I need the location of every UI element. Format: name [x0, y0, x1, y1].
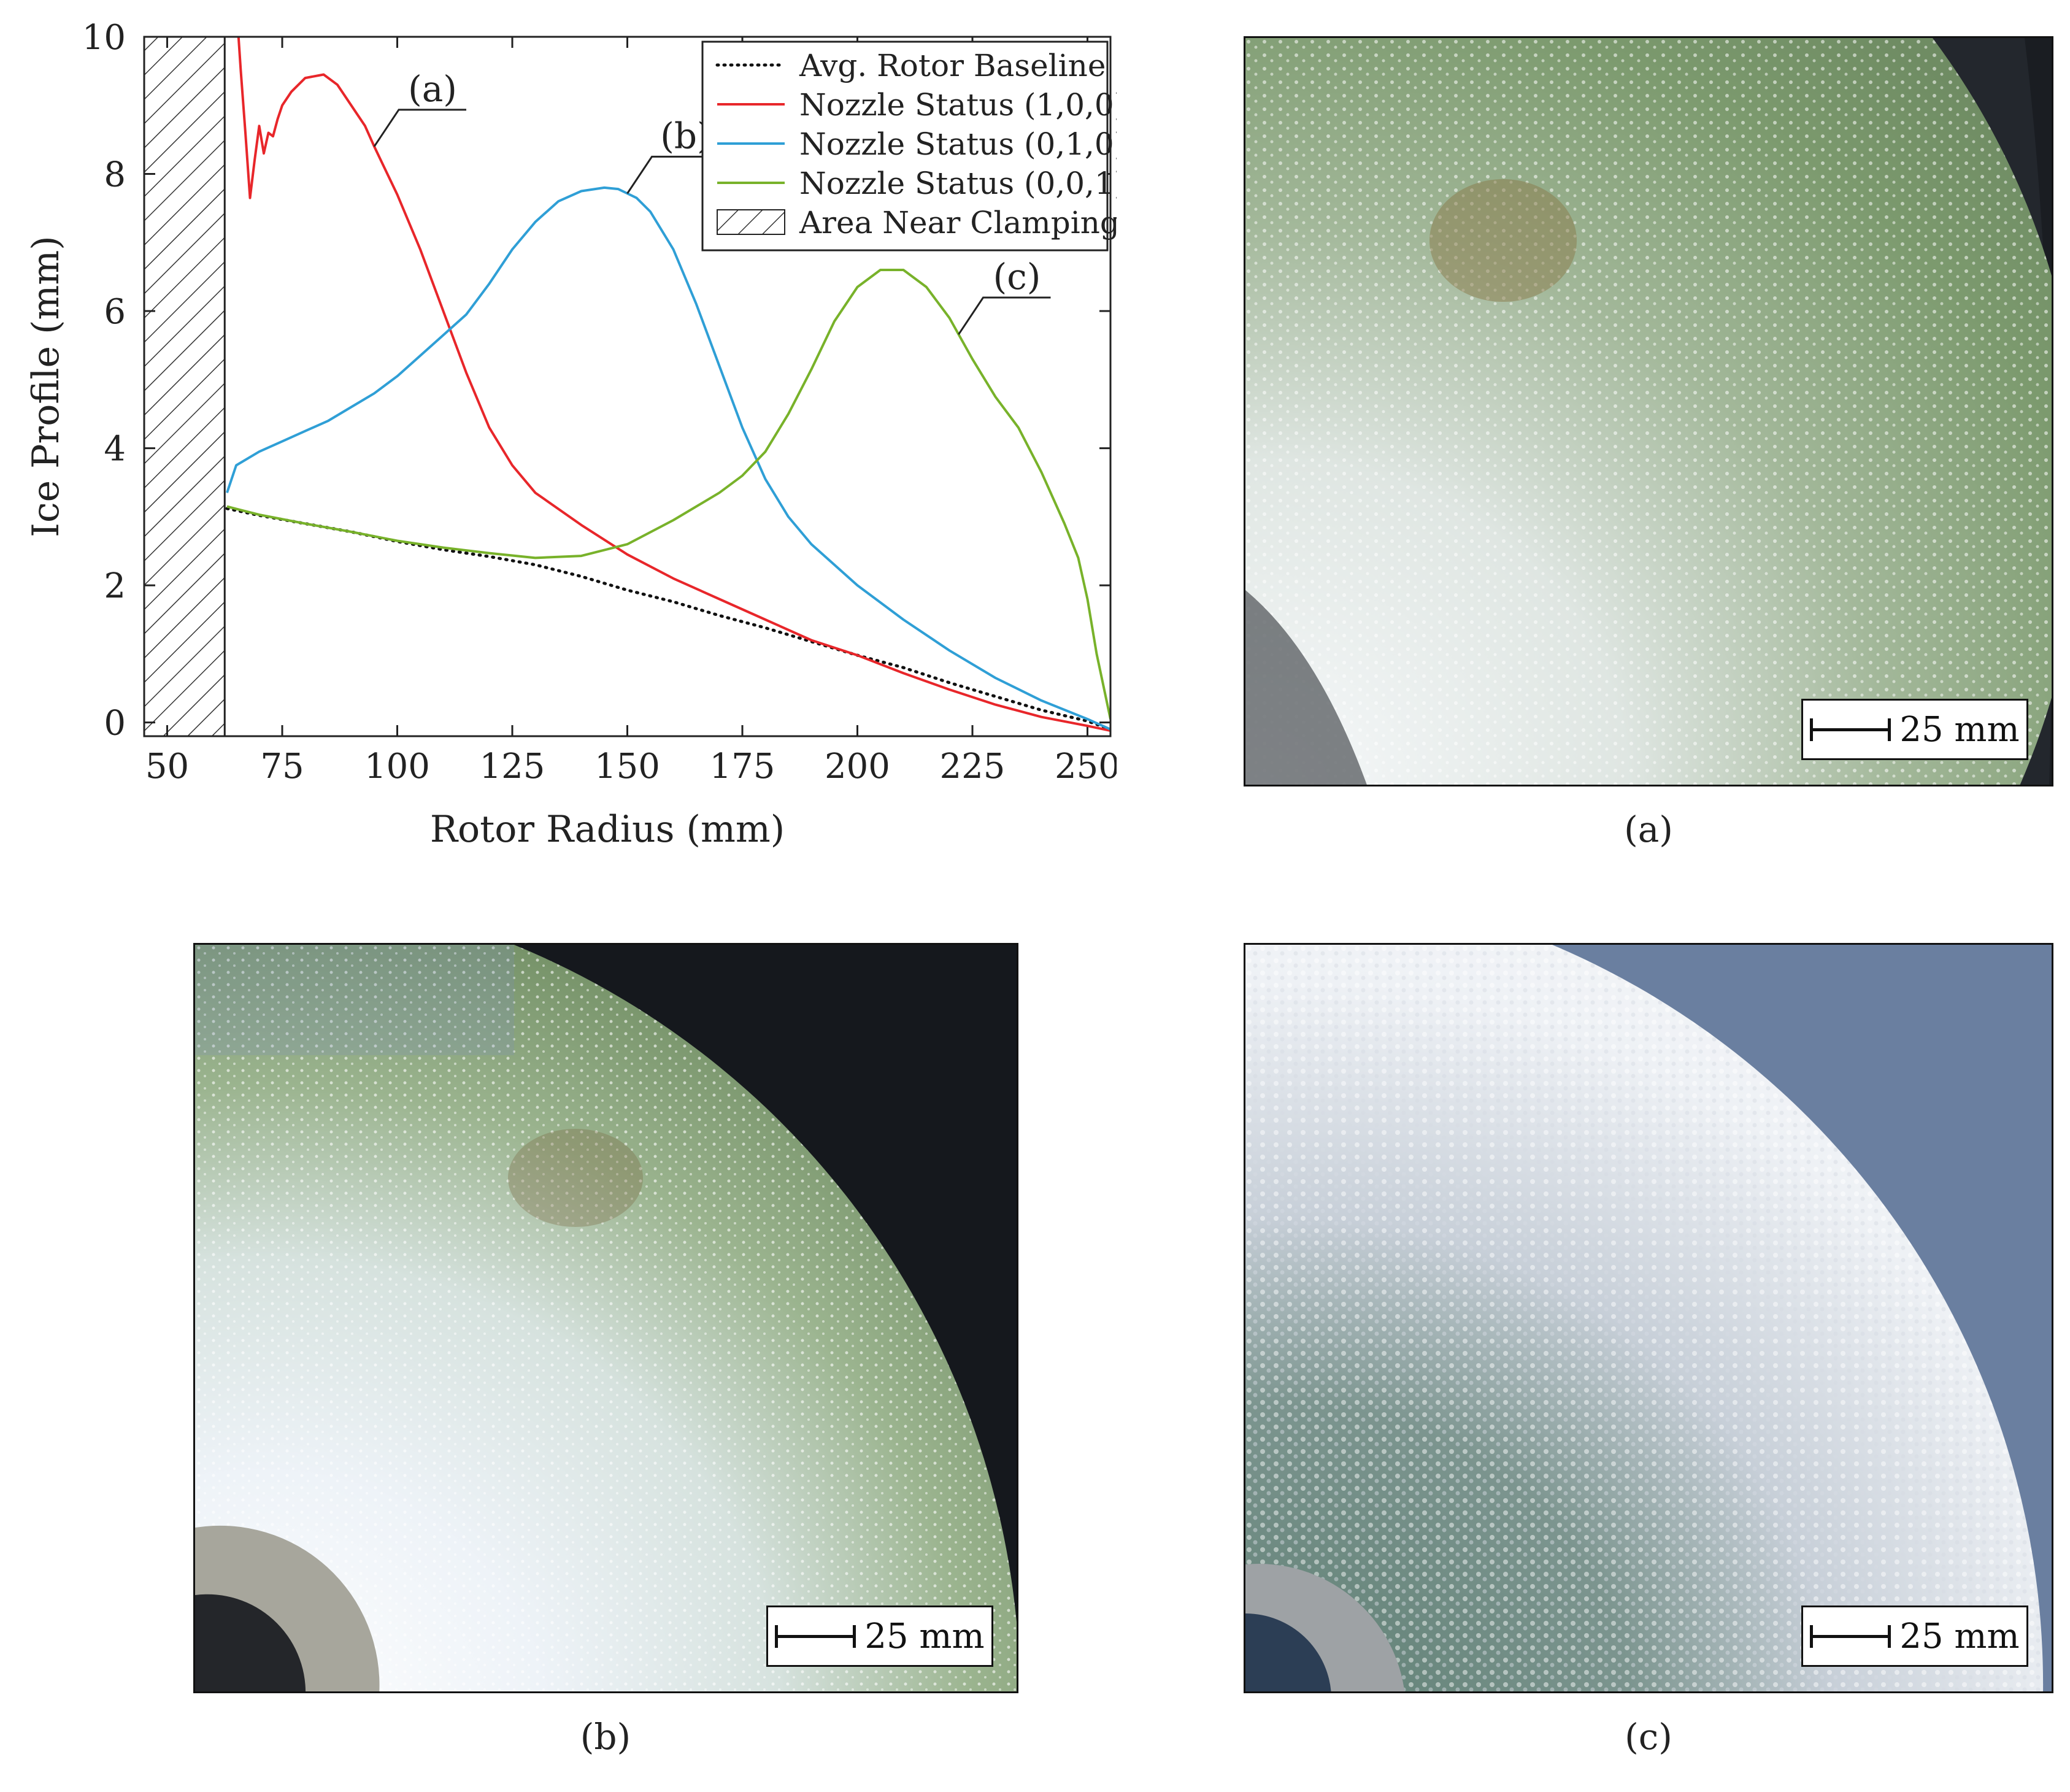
x-tick-label: 225 [940, 747, 1006, 786]
photo-panel-a: 25 mm [1244, 36, 2053, 786]
legend-label: Nozzle Status (0,1,0) [799, 126, 1117, 162]
caption-a: (a) [1624, 809, 1673, 850]
baseline-line [225, 507, 1110, 731]
clamping-area-hatch [143, 36, 226, 737]
legend-label: Avg. Rotor Baseline [799, 48, 1106, 83]
scale-bar-a: 25 mm [1801, 699, 2028, 760]
scale-bar-c: 25 mm [1801, 1605, 2028, 1667]
iced-rotor-photo-b [195, 945, 1017, 1691]
y-tick-label: 10 [82, 18, 126, 58]
scale-bar-b: 25 mm [766, 1605, 993, 1667]
caption-c: (c) [1625, 1716, 1672, 1758]
y-tick-label: 6 [104, 292, 126, 332]
iced-rotor-photo-a [1245, 38, 2052, 785]
annotation-leader [626, 155, 720, 194]
photo-panel-b: 25 mm [193, 943, 1018, 1693]
legend: Avg. Rotor Baseline Nozzle Status (1,0,0)… [701, 40, 1117, 252]
x-tick-label: 250 [1055, 747, 1117, 786]
ice-profile-chart: 50 75 100 125 150 175 200 225 250 0 2 4 6 8 10 (a)(b)… [25, 18, 1117, 851]
y-tick-label: 4 [104, 429, 126, 469]
iced-rotor-photo-c [1245, 945, 2052, 1691]
caption-b: (b) [580, 1716, 631, 1758]
x-tick-labels: 50 75 100 125 150 175 200 225 250 [145, 747, 1117, 786]
x-axis-label: Rotor Radius (mm) [430, 808, 785, 851]
curve-annotations: (a)(b)(c) [373, 68, 1051, 335]
x-tick-label: 75 [260, 747, 304, 786]
x-tick-label: 100 [364, 747, 430, 786]
plot-frame [143, 36, 1112, 737]
y-tick-label: 8 [104, 155, 126, 195]
x-tick-label: 175 [710, 747, 775, 786]
y-tick-labels: 0 2 4 6 8 10 [82, 18, 126, 744]
nozzle-0-1-0-line [226, 186, 1110, 731]
legend-label: Nozzle Status (0,0,1) [799, 166, 1117, 201]
annotation-leader [373, 109, 466, 147]
y-axis-label: Ice Profile (mm) [25, 236, 67, 537]
legend-label: Nozzle Status (1,0,0) [799, 87, 1117, 123]
legend-swatch-hatch [717, 209, 785, 235]
x-tick-label: 150 [594, 747, 660, 786]
nozzle-0-0-1-line [226, 269, 1110, 720]
annotation-leader [958, 296, 1051, 335]
nozzle-1-0-0-line [237, 37, 1110, 733]
clamping-area [143, 36, 226, 737]
legend-label: Area Near Clamping [799, 205, 1117, 240]
y-tick-label: 2 [104, 566, 126, 606]
series-lines [225, 37, 1110, 733]
annotation-label: (a) [408, 68, 457, 110]
x-tick-label: 50 [145, 747, 189, 786]
x-tick-label: 125 [480, 747, 545, 786]
photo-panel-c: 25 mm [1244, 943, 2053, 1693]
plot-border [143, 36, 1112, 737]
annotation-label: (c) [993, 256, 1041, 298]
y-tick-label: 0 [104, 704, 126, 744]
x-tick-label: 200 [825, 747, 890, 786]
